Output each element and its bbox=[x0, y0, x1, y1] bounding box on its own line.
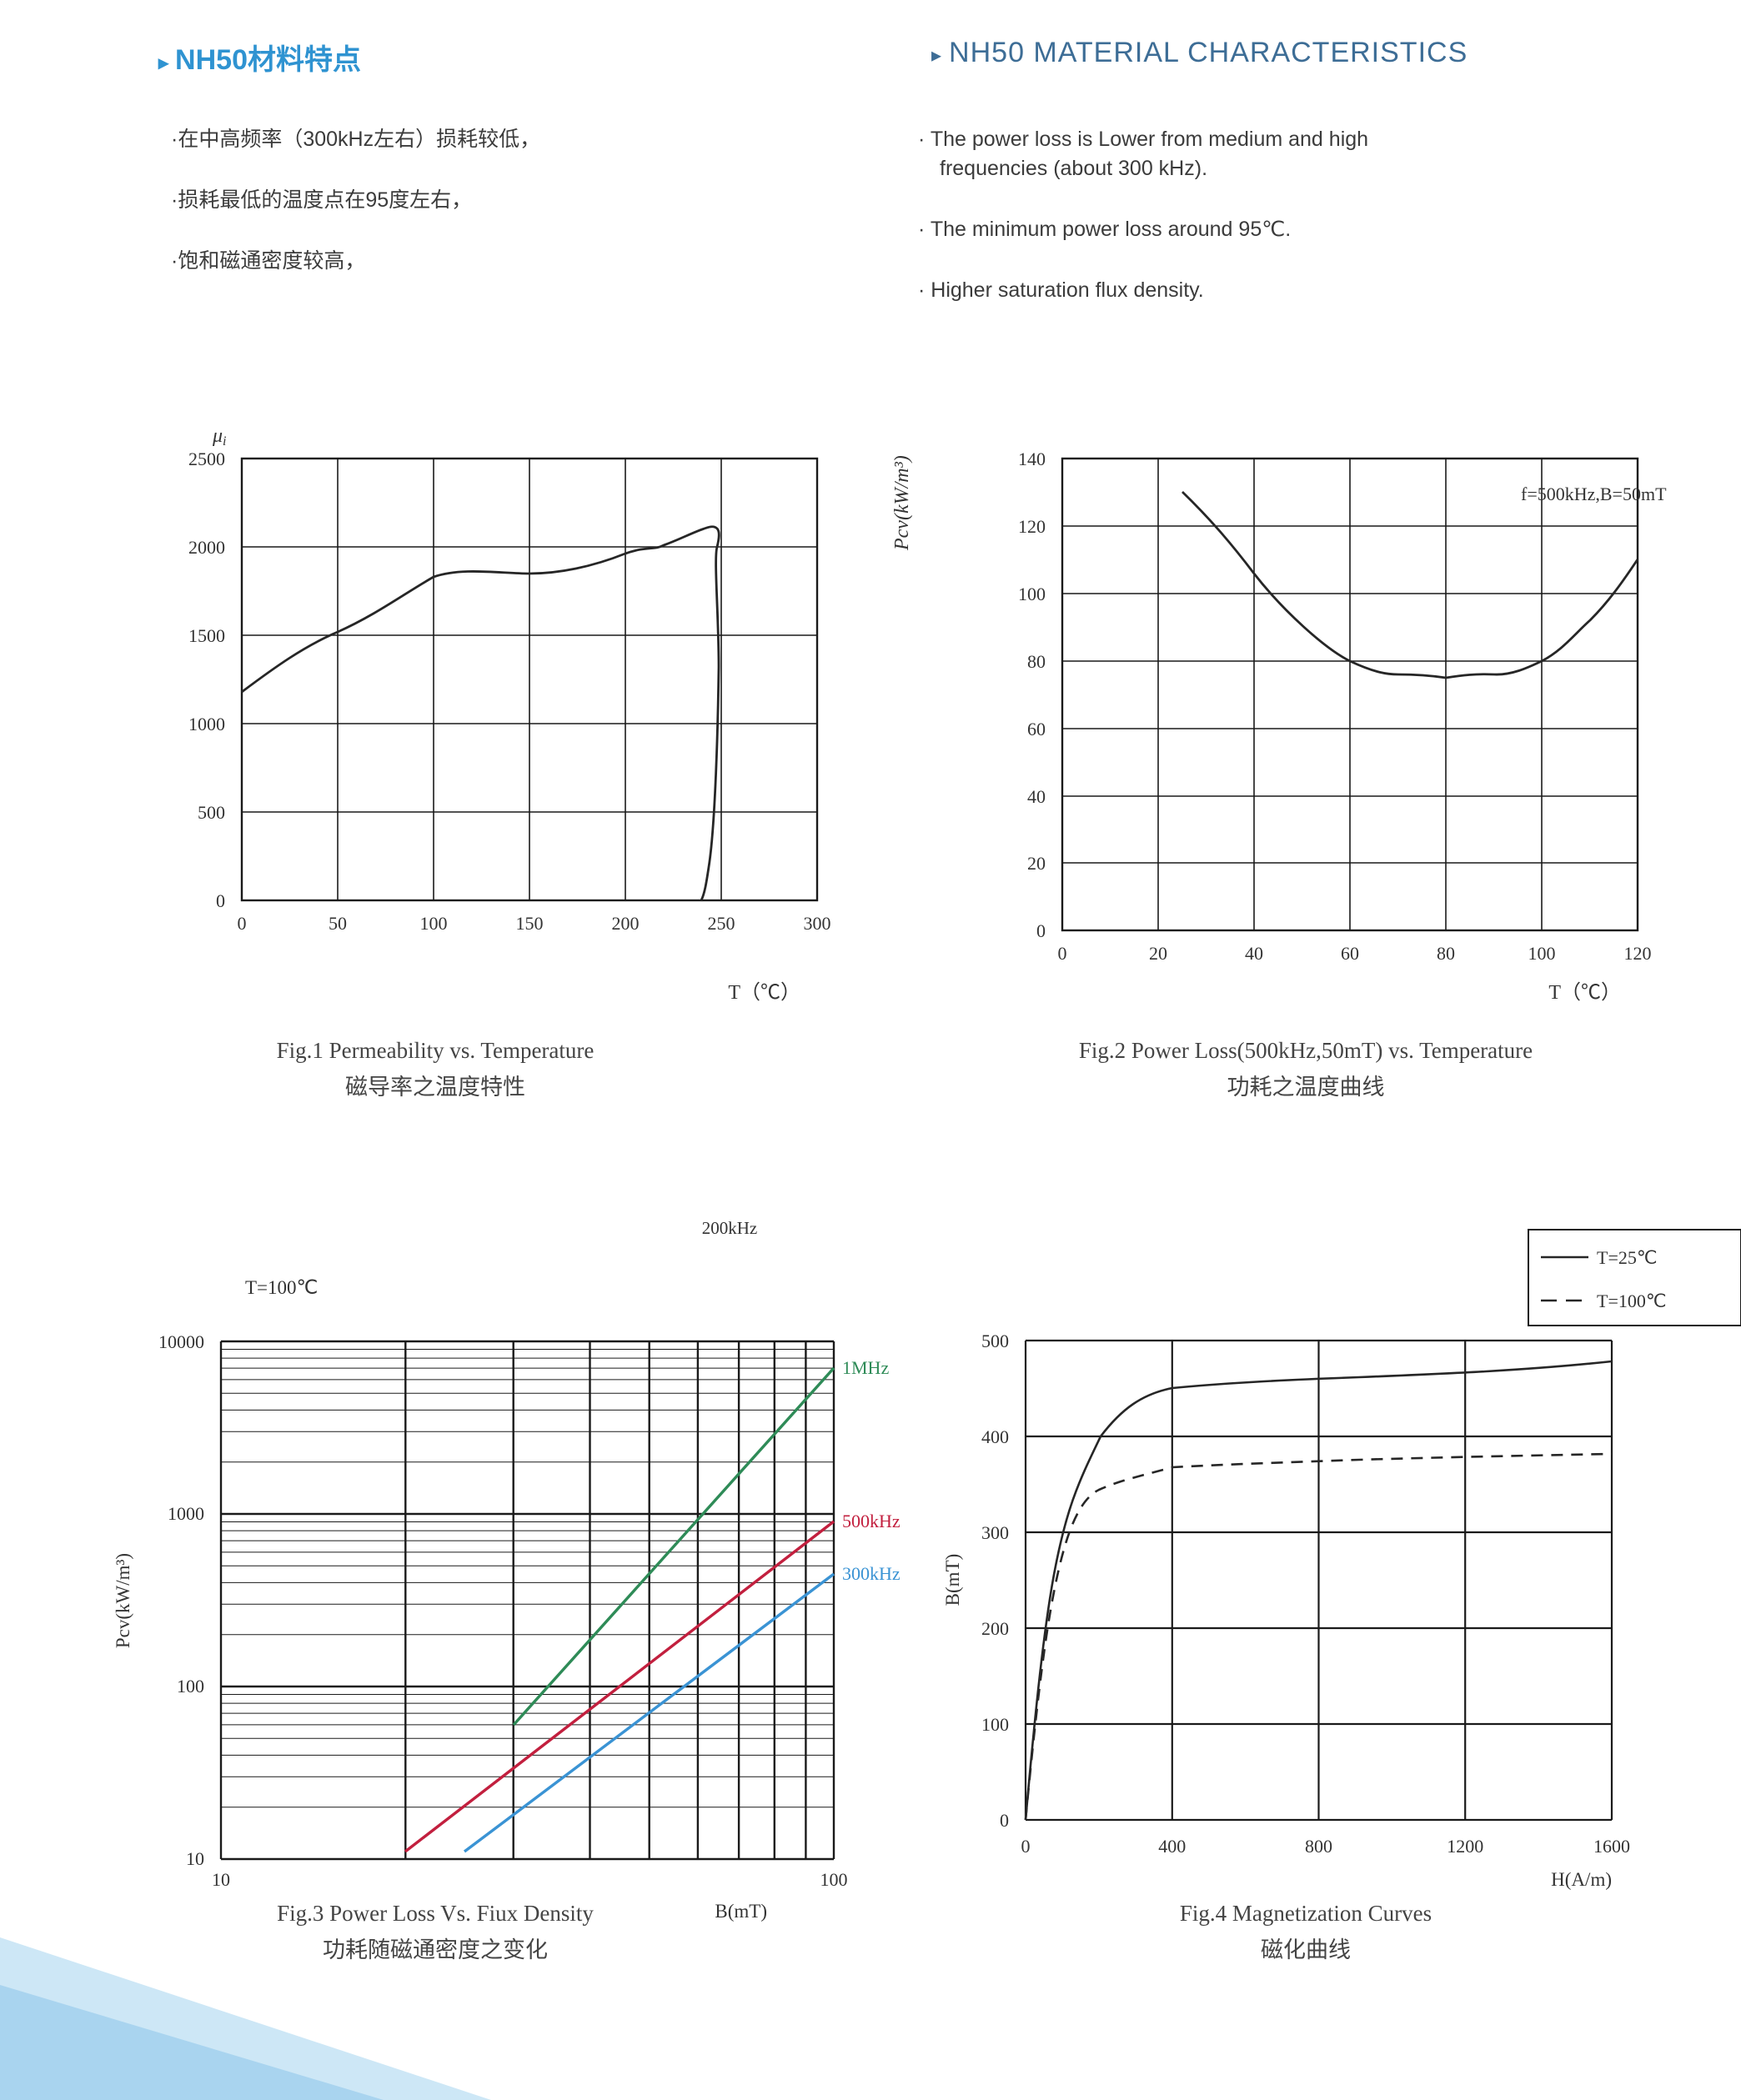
svg-text:B(mT): B(mT) bbox=[942, 1554, 963, 1606]
svg-text:T=100℃: T=100℃ bbox=[1597, 1291, 1667, 1311]
svg-text:1200: 1200 bbox=[1447, 1836, 1483, 1857]
svg-text:1600: 1600 bbox=[1593, 1836, 1630, 1857]
svg-text:800: 800 bbox=[1305, 1836, 1332, 1857]
svg-text:400: 400 bbox=[981, 1426, 1009, 1447]
svg-text:200: 200 bbox=[981, 1618, 1009, 1639]
svg-text:400: 400 bbox=[1158, 1836, 1186, 1857]
svg-text:0: 0 bbox=[1000, 1810, 1009, 1831]
svg-text:T=25℃: T=25℃ bbox=[1597, 1247, 1658, 1268]
svg-text:100: 100 bbox=[981, 1714, 1009, 1735]
svg-text:0: 0 bbox=[1021, 1836, 1031, 1857]
svg-text:300: 300 bbox=[981, 1522, 1009, 1543]
svg-text:H(A/m): H(A/m) bbox=[1551, 1869, 1612, 1890]
svg-text:500: 500 bbox=[981, 1331, 1009, 1351]
